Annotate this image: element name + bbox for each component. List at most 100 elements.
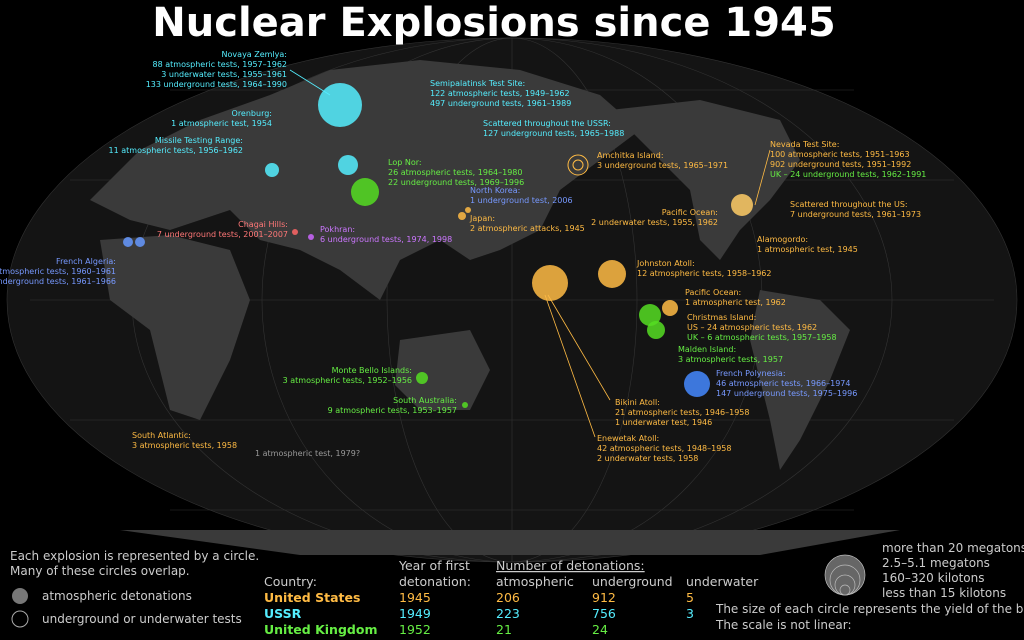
site-detail: 13 underground tests, 1961–1966 <box>0 277 116 286</box>
site-detail: 133 underground tests, 1964–1990 <box>146 80 287 89</box>
site-detail: 26 atmospheric tests, 1964–1980 <box>388 168 522 177</box>
legend-swatch <box>12 588 28 604</box>
site-detail: 6 underground tests, 1974, 1998 <box>320 235 452 244</box>
legend-text: Many of these circles overlap. <box>10 564 190 578</box>
site-name: Pacific Ocean: <box>662 208 718 217</box>
table-cell: 1949 <box>399 606 431 621</box>
site-detail: 1 underground test, 2006 <box>470 196 573 205</box>
title: Nuclear Explosions since 1945 <box>152 0 835 46</box>
site-name: French Polynesia: <box>716 369 786 378</box>
site-detail: 127 underground tests, 1965–1988 <box>483 129 624 138</box>
legend-text: Each explosion is represented by a circl… <box>10 549 259 563</box>
site-detail: 122 atmospheric tests, 1949–1962 <box>430 89 570 98</box>
site-detail: 1 atmospheric test, 1954 <box>171 119 272 128</box>
table-cell: 756 <box>592 606 616 621</box>
site-name: Nevada Test Site: <box>770 140 839 149</box>
table-header: Country: <box>264 574 317 589</box>
site-detail: 22 underground tests, 1969–1996 <box>388 178 524 187</box>
site-name: Semipalatinsk Test Site: <box>430 79 525 88</box>
site-detail: 46 atmospheric tests, 1966–1974 <box>716 379 850 388</box>
site-name: French Algeria: <box>56 257 116 266</box>
table-cell: 24 <box>592 622 608 637</box>
site-name: Malden Island: <box>678 345 736 354</box>
site-name: South Australia: <box>393 396 457 405</box>
site-detail: 7 underground tests, 1961–1973 <box>790 210 921 219</box>
site-name: Orenburg: <box>232 109 272 118</box>
site-detail: 88 atmospheric tests, 1957–1962 <box>153 60 287 69</box>
site-detail: UK – 24 underground tests, 1962–1991 <box>770 170 926 179</box>
table-cell: 1945 <box>399 590 431 605</box>
site-detail: 1 atmospheric test, 1979? <box>255 449 360 458</box>
world-map <box>6 37 1018 563</box>
site-name: Novaya Zemlya: <box>222 50 287 59</box>
table-header: underwater <box>686 574 759 589</box>
site-detail: 7 underground tests, 2001–2007 <box>157 230 288 239</box>
table-cell: United States <box>264 590 360 605</box>
site-detail: 3 underground tests, 1965–1971 <box>597 161 728 170</box>
site-name: Enewetak Atoll: <box>597 434 659 443</box>
table-header: Year of first <box>398 558 470 573</box>
table-cell: United Kingdom <box>264 622 377 637</box>
legend-text: underground or underwater tests <box>42 612 242 626</box>
site-detail: 42 atmospheric tests, 1948–1958 <box>597 444 731 453</box>
site-detail: 3 underwater tests, 1955–1961 <box>161 70 287 79</box>
site-detail: 21 atmospheric tests, 1946–1958 <box>615 408 749 417</box>
site-detail: 3 atmospheric tests, 1958 <box>132 441 237 450</box>
site-name: Johnston Atoll: <box>636 259 695 268</box>
size-swatch <box>839 584 851 596</box>
site-detail: 497 underground tests, 1961–1989 <box>430 99 571 108</box>
site-name: Scattered throughout the US: <box>790 200 908 209</box>
size-level: less than 15 kilotons <box>882 586 1006 600</box>
size-note: The scale is not linear: <box>715 618 852 632</box>
site-name: Lop Nor: <box>388 158 422 167</box>
site-detail: 4 atmospheric tests, 1960–1961 <box>0 267 116 276</box>
site-detail: 2 underwater tests, 1955, 1962 <box>591 218 718 227</box>
size-level: 160–320 kilotons <box>882 571 985 585</box>
site-name: Bikini Atoll: <box>615 398 660 407</box>
site-name: Scattered throughout the USSR: <box>483 119 611 128</box>
table-cell: 223 <box>496 606 520 621</box>
table-cell: 21 <box>496 622 512 637</box>
site-name: South Atlantic: <box>132 431 191 440</box>
site-detail: 100 atmospheric tests, 1951–1963 <box>770 150 910 159</box>
legend-text: atmospheric detonations <box>42 589 192 603</box>
table-cell: 206 <box>496 590 520 605</box>
table-cell: 1952 <box>399 622 431 637</box>
site-detail: 3 atmospheric tests, 1957 <box>678 355 783 364</box>
table-cell: 912 <box>592 590 616 605</box>
table-cell: 3 <box>686 606 694 621</box>
site-name: North Korea: <box>470 186 520 195</box>
table-cell: 5 <box>686 590 694 605</box>
legend-swatch <box>11 610 29 628</box>
site-detail: UK – 6 atmospheric tests, 1957–1958 <box>687 333 837 342</box>
site-detail: 9 atmospheric tests, 1953–1957 <box>328 406 457 415</box>
site-detail: 1 atmospheric test, 1962 <box>685 298 786 307</box>
site-name: Pokhran: <box>320 225 355 234</box>
site-detail: 1 underwater test, 1946 <box>615 418 712 427</box>
table-header: Number of detonations: <box>496 558 645 573</box>
site-detail: 902 underground tests, 1951–1992 <box>770 160 911 169</box>
table-header: detonation: <box>399 574 471 589</box>
site-name: Pacific Ocean: <box>685 288 741 297</box>
site-name: Alamogordo: <box>757 235 808 244</box>
site-detail: 11 atmospheric tests, 1956–1962 <box>109 146 243 155</box>
site-detail: 3 atmospheric tests, 1952–1956 <box>283 376 412 385</box>
table-header: underground <box>592 574 673 589</box>
site-detail: 1 atmospheric test, 1945 <box>757 245 858 254</box>
size-level: 2.5–5.1 megatons <box>882 556 990 570</box>
table-cell: USSR <box>264 606 302 621</box>
site-detail: US – 24 atmospheric tests, 1962 <box>687 323 817 332</box>
site-detail: 12 atmospheric tests, 1958–1962 <box>637 269 771 278</box>
size-note: The size of each circle represents the y… <box>715 602 1024 616</box>
site-detail: 2 atmospheric attacks, 1945 <box>470 224 585 233</box>
site-detail: 2 underwater tests, 1958 <box>597 454 698 463</box>
site-detail: 147 underground tests, 1975–1996 <box>716 389 857 398</box>
site-name: Chagai Hills: <box>238 220 288 229</box>
site-name: Amchitka Island: <box>597 151 664 160</box>
site-name: Christmas Island: <box>687 313 756 322</box>
size-level: more than 20 megatons <box>882 541 1024 555</box>
site-name: Missile Testing Range: <box>155 136 243 145</box>
table-header: atmospheric <box>496 574 574 589</box>
site-name: Monte Bello Islands: <box>332 366 412 375</box>
